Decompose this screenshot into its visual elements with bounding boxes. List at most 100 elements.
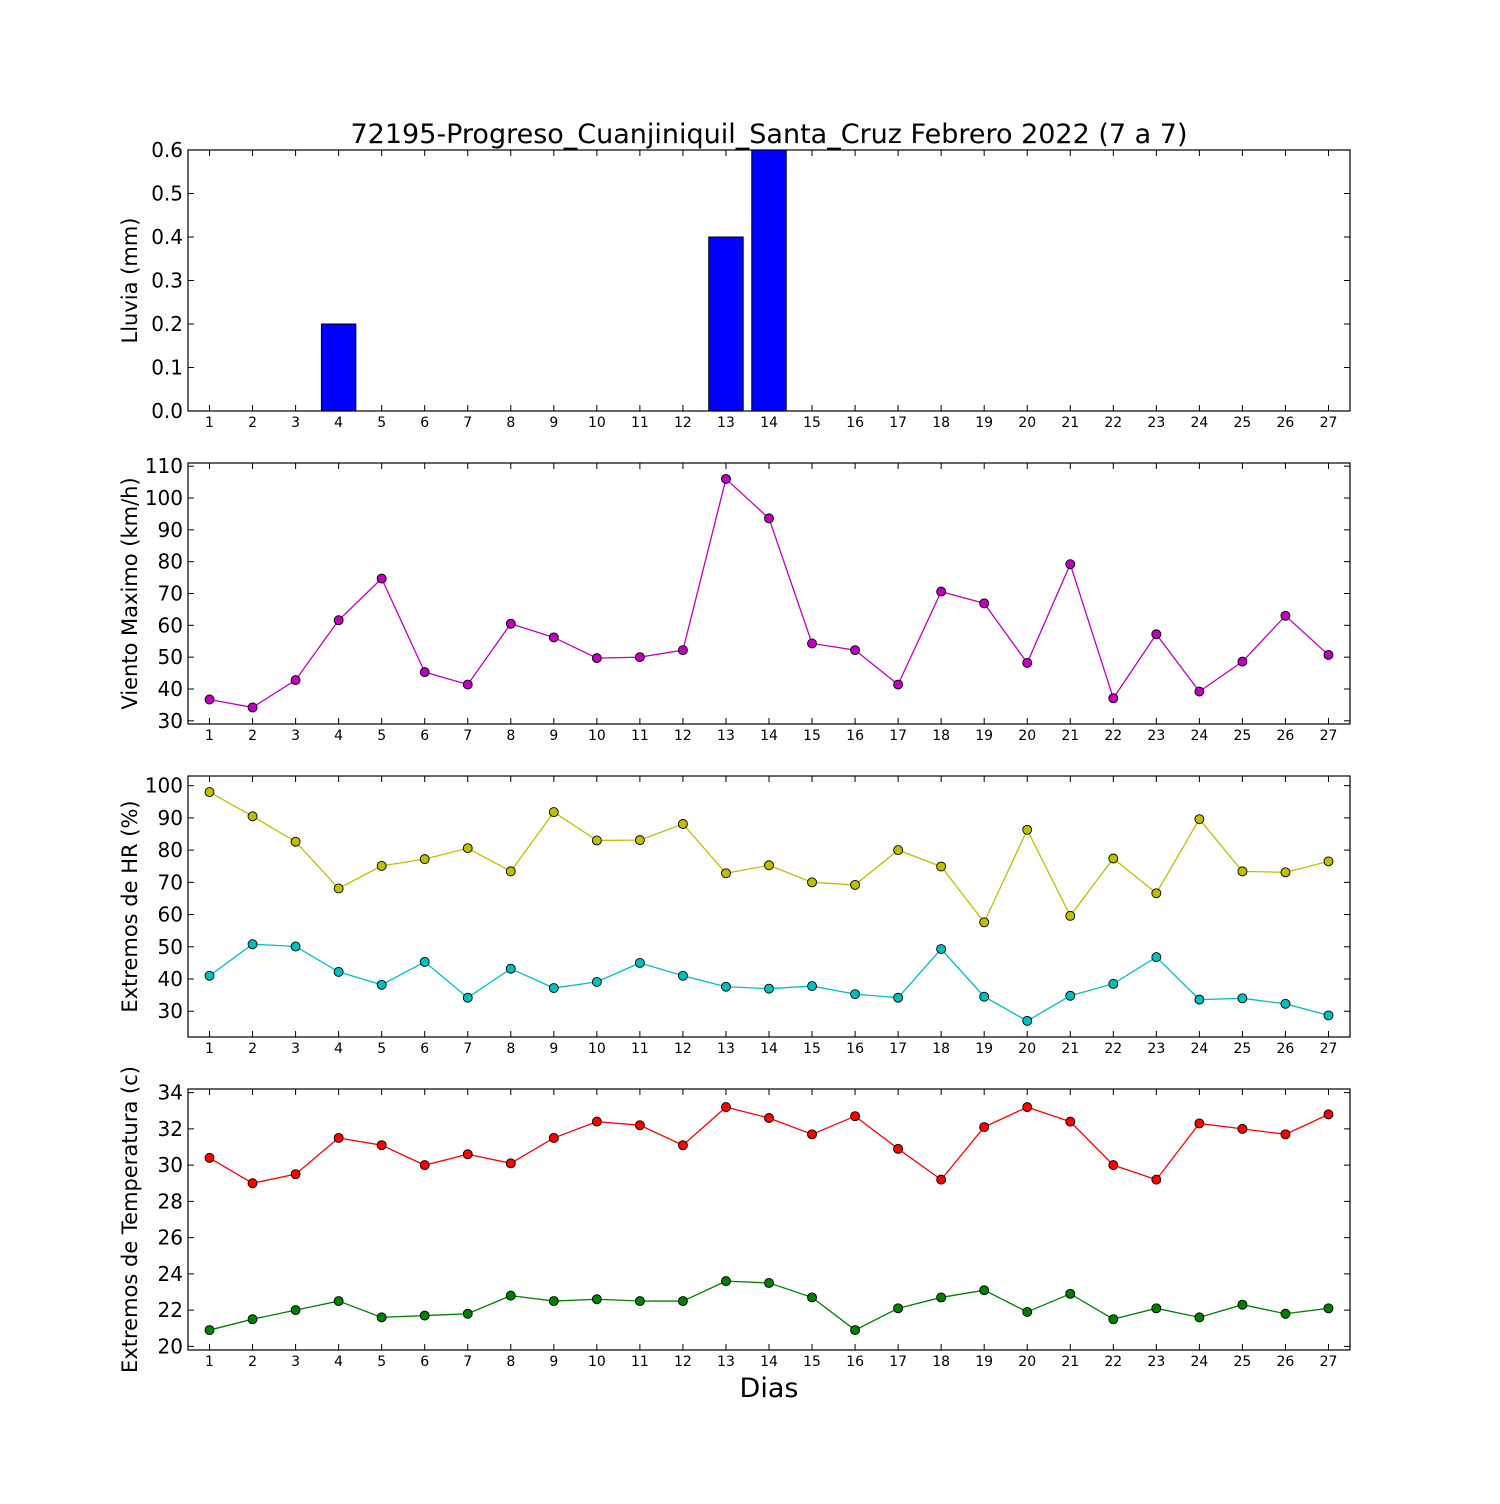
x-tick-label: 26 — [1277, 1041, 1295, 1057]
data-point — [591, 976, 602, 987]
y-tick-label: 40 — [158, 967, 183, 991]
x-tick-label: 27 — [1320, 1354, 1338, 1370]
data-point — [247, 1178, 258, 1189]
x-tick-label: 14 — [760, 728, 778, 744]
x-tick-label: 19 — [975, 1041, 993, 1057]
data-point — [634, 652, 645, 663]
x-tick-label: 22 — [1104, 415, 1122, 431]
x-tick-label: 2 — [248, 728, 257, 744]
x-tick-label: 23 — [1147, 1041, 1165, 1057]
x-tick-label: 14 — [760, 415, 778, 431]
data-point — [979, 991, 990, 1002]
y-tick-label: 26 — [158, 1226, 183, 1250]
x-tick-label: 11 — [631, 415, 649, 431]
data-point — [850, 1325, 861, 1336]
data-point — [1108, 1314, 1119, 1325]
data-point — [333, 615, 344, 626]
data-point — [333, 1296, 344, 1307]
data-point — [290, 1169, 301, 1180]
data-point — [204, 970, 215, 981]
data-point — [548, 1132, 559, 1143]
x-tick-label: 9 — [549, 1354, 558, 1370]
data-point — [936, 1174, 947, 1185]
x-tick-label: 15 — [803, 1354, 821, 1370]
plot-frame — [187, 462, 1351, 725]
data-point — [1194, 686, 1205, 697]
bar — [320, 323, 357, 412]
data-point — [591, 1116, 602, 1127]
x-tick-label: 5 — [377, 1354, 386, 1370]
x-tick-label: 9 — [549, 1041, 558, 1057]
y-axis-label: Lluvia (mm) — [118, 218, 142, 344]
data-point — [634, 957, 645, 968]
x-tick-label: 6 — [420, 1041, 429, 1057]
y-axis-label: Extremos de Temperatura (c) — [118, 1066, 142, 1373]
data-point — [1108, 693, 1119, 704]
x-tick-label: 25 — [1233, 728, 1251, 744]
data-point — [893, 992, 904, 1003]
x-tick-label: 20 — [1018, 415, 1036, 431]
x-tick-label: 10 — [588, 415, 606, 431]
x-tick-label: 7 — [463, 1354, 472, 1370]
data-point — [1108, 1160, 1119, 1171]
data-point — [1194, 994, 1205, 1005]
x-tick-label: 5 — [377, 415, 386, 431]
x-tick-label: 25 — [1233, 1041, 1251, 1057]
data-point — [1065, 990, 1076, 1001]
data-point — [1022, 1015, 1033, 1026]
data-point — [1194, 1312, 1205, 1323]
data-point — [1022, 657, 1033, 668]
x-tick-label: 24 — [1190, 728, 1208, 744]
data-point — [204, 1152, 215, 1163]
x-tick-label: 9 — [549, 728, 558, 744]
data-point — [1108, 853, 1119, 864]
data-point — [1280, 998, 1291, 1009]
y-tick-label: 22 — [158, 1298, 183, 1322]
y-tick-label: 32 — [158, 1117, 183, 1141]
data-point — [376, 573, 387, 584]
data-point — [419, 1310, 430, 1321]
x-tick-label: 15 — [803, 728, 821, 744]
data-point — [591, 835, 602, 846]
x-tick-label: 27 — [1320, 415, 1338, 431]
data-point — [505, 618, 516, 629]
data-point — [1280, 610, 1291, 621]
data-point — [893, 845, 904, 856]
data-point — [721, 868, 731, 879]
data-point — [1237, 993, 1248, 1004]
data-point — [419, 854, 430, 865]
y-tick-label: 0.4 — [151, 225, 183, 249]
data-point — [548, 1296, 559, 1307]
data-point — [462, 843, 473, 854]
x-tick-label: 21 — [1061, 728, 1079, 744]
data-point — [548, 983, 559, 993]
data-point — [290, 675, 301, 686]
data-point — [1323, 856, 1334, 867]
data-point — [247, 1314, 258, 1325]
data-point — [462, 679, 473, 690]
x-tick-label: 11 — [631, 728, 649, 744]
data-point — [1194, 1118, 1205, 1129]
x-tick-label: 20 — [1018, 728, 1036, 744]
data-point — [1194, 814, 1205, 825]
data-point — [376, 979, 387, 990]
x-tick-label: 22 — [1104, 1354, 1122, 1370]
x-tick-label: 23 — [1147, 415, 1165, 431]
plot-frame — [187, 775, 1351, 1038]
y-tick-label: 90 — [158, 806, 183, 830]
y-tick-label: 0.6 — [151, 138, 183, 162]
x-tick-label: 8 — [506, 415, 515, 431]
y-tick-label: 0.5 — [151, 182, 183, 206]
x-tick-label: 23 — [1147, 1354, 1165, 1370]
y-tick-label: 60 — [158, 613, 183, 637]
data-point — [1323, 1010, 1334, 1021]
x-tick-label: 4 — [334, 728, 343, 744]
x-tick-label: 26 — [1277, 728, 1295, 744]
x-tick-label: 15 — [803, 415, 821, 431]
y-tick-label: 80 — [158, 838, 183, 862]
x-tick-label: 17 — [889, 728, 907, 744]
data-point — [419, 956, 430, 967]
x-tick-label: 3 — [291, 1354, 300, 1370]
data-point — [1323, 1303, 1334, 1314]
x-tick-label: 18 — [932, 1041, 950, 1057]
